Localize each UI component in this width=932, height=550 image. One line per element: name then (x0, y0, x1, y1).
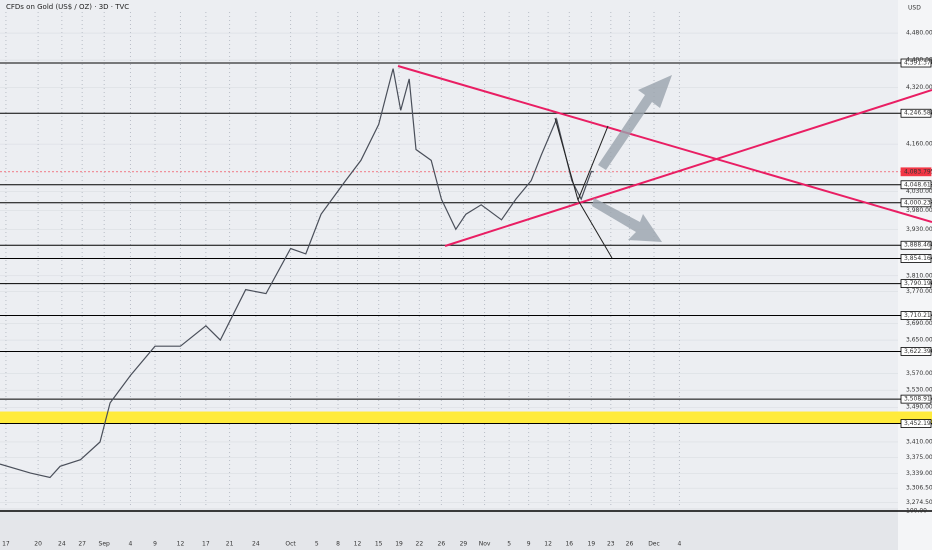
y-tick-label: 3,930.000 (906, 226, 932, 233)
x-tick-label: 23 (607, 541, 615, 548)
level-label-box (900, 419, 932, 428)
projection-line (577, 125, 609, 201)
y-tick-label: 3,980.000 (906, 207, 932, 214)
x-tick-label: Nov (479, 541, 491, 548)
chart-title: CFDs on Gold (US$ / OZ) · 3D · TVC (6, 3, 129, 11)
level-label: 3,888.460 (904, 242, 932, 249)
indicator-pane (0, 508, 898, 550)
level-label-box (900, 167, 932, 177)
x-tick-label: 27 (78, 541, 86, 548)
level-label: 3,622.396 (904, 348, 932, 355)
trend-line (444, 89, 932, 247)
x-tick-label: 16 (565, 541, 573, 548)
x-tick-label: 17 (202, 541, 210, 548)
level-label: 4,246.589 (904, 110, 932, 117)
x-tick-label: 20 (34, 541, 42, 548)
x-tick-label: 19 (588, 541, 596, 548)
x-tick-label: 5 (315, 541, 319, 548)
level-label-box (900, 347, 932, 356)
y-tick-label: 4,400.000 (906, 57, 932, 64)
x-tick-label: Dec (648, 541, 660, 548)
y-tick-label: 4,160.000 (906, 141, 932, 148)
x-tick-label: 21 (226, 541, 234, 548)
x-tick-label: 15 (375, 541, 383, 548)
currency: USD (908, 5, 921, 12)
y-tick-label: 4,030.000 (906, 188, 932, 195)
y-tick-label: 3,570.000 (906, 370, 932, 377)
drawings (397, 65, 932, 259)
level-label-box (900, 254, 932, 263)
x-tick-label: 8 (336, 541, 340, 548)
level-label: 3,452.193 (904, 420, 932, 427)
level-label: 3,854.164 (904, 255, 932, 262)
series (0, 68, 594, 479)
y-tick-label: 3,339.000 (906, 470, 932, 477)
level-label-box (900, 311, 932, 320)
level-label: 3,710.214 (904, 312, 932, 319)
level-label-box (900, 180, 932, 190)
pane-label: 100.00 (906, 508, 927, 515)
y-tick-label: 4,320.000 (906, 84, 932, 91)
x-tick-label: 29 (460, 541, 468, 548)
level-label: 4,048.611 (904, 181, 932, 188)
x-tick-label: 12 (544, 541, 552, 548)
levels: 4,391.376 4,246.589 4,083.795 4,048.611 4,00… (0, 58, 932, 428)
level-label: 4,391.376 (904, 60, 932, 67)
y-tick-label: 3,650.000 (906, 337, 932, 344)
arrow-up (598, 75, 672, 170)
x-tick-label: 12 (177, 541, 185, 548)
x-tick-label: Sep (99, 541, 111, 548)
x-tick-label: 4 (129, 541, 133, 548)
level-label-box (900, 240, 932, 250)
y-tick-label: 3,810.000 (906, 272, 932, 279)
x-tick-label: 5 (507, 541, 511, 548)
level-label: 3,790.199 (904, 280, 932, 287)
y-tick-label: 3,490.000 (906, 404, 932, 411)
x-tick-label: 9 (153, 541, 157, 548)
y-tick-label: 3,306.500 (906, 485, 932, 492)
x-tick-label: Oct (285, 541, 296, 548)
x-tick-label: 9 (527, 541, 531, 548)
arrow-down (592, 198, 662, 242)
level-label-box (900, 394, 932, 404)
x-tick-label: 12 (354, 541, 362, 548)
level-label: 3,508.914 (904, 396, 932, 403)
price-line (0, 68, 594, 479)
x-tick-label: 24 (252, 541, 260, 548)
y-tick-label: 3,410.000 (906, 438, 932, 445)
axes: 17 20 24 27 Sep 4 9 12 17 21 24 Oct 5 8 12 15 19 22 26 29 No… (2, 30, 932, 548)
level-label: 4,000.237 (904, 199, 932, 206)
x-tick-label: 17 (2, 541, 10, 548)
y-tick-label: 4,480.000 (906, 30, 932, 37)
trend-line (397, 65, 932, 223)
x-tick-label: 4 (678, 541, 682, 548)
x-tick-label: 26 (438, 541, 446, 548)
highlight-band (0, 411, 932, 424)
level-label-box (900, 108, 932, 118)
grid (0, 12, 898, 540)
y-tick-label: 3,690.000 (906, 320, 932, 327)
x-tick-label: 22 (416, 541, 424, 548)
x-tick-label: 19 (395, 541, 403, 548)
y-tick-label: 3,375.000 (906, 454, 932, 461)
level-label: 4,083.795 (904, 168, 932, 175)
x-tick-label: 24 (58, 541, 66, 548)
x-tick-label: 26 (626, 541, 634, 548)
level-label-box (900, 58, 932, 68)
level-label-box (900, 198, 932, 208)
level-label-box (900, 279, 932, 288)
y-tick-label: 3,274.500 (906, 499, 932, 506)
y-tick-label: 3,530.000 (906, 387, 932, 394)
y-tick-label: 3,770.000 (906, 288, 932, 295)
